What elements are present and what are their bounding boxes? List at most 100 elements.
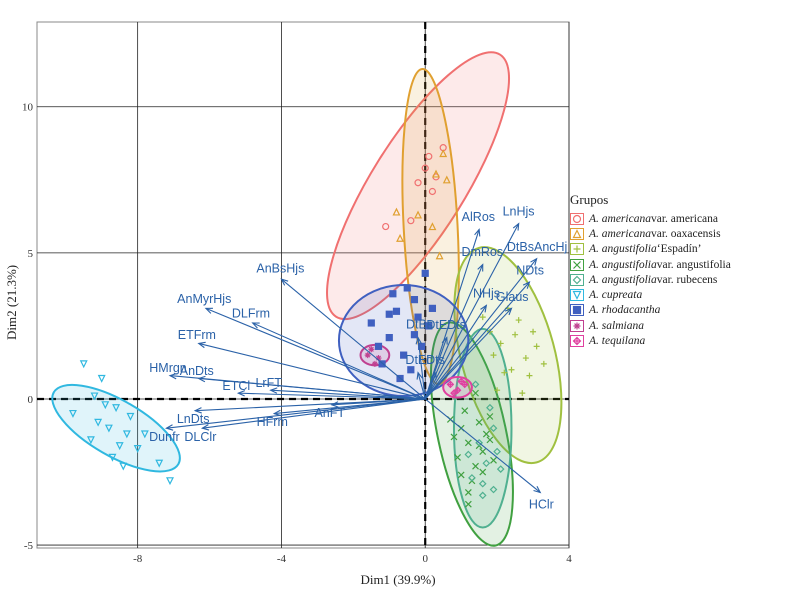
variable-arrow xyxy=(166,398,426,429)
data-point xyxy=(501,369,508,376)
data-point xyxy=(368,346,375,353)
data-point xyxy=(403,284,411,292)
legend-species: A. americana xyxy=(589,227,651,240)
arrow-head xyxy=(480,304,488,313)
variable-arrow xyxy=(252,322,426,400)
data-point xyxy=(486,413,494,420)
data-point xyxy=(486,403,494,412)
data-point xyxy=(482,459,491,468)
data-point xyxy=(515,317,522,324)
legend-species: A. angustifolia xyxy=(589,273,657,286)
data-point xyxy=(166,477,174,486)
variable-label: AlRos xyxy=(462,210,495,224)
data-point xyxy=(407,217,415,225)
data-point xyxy=(367,319,375,327)
legend-item: A. angustifolia var. rubecens xyxy=(570,272,731,287)
legend-item: A. americana var. americana xyxy=(570,211,731,226)
arrow-head xyxy=(165,424,174,431)
variable-label: AnMyrHjs xyxy=(177,292,231,306)
arrow-head xyxy=(416,371,423,380)
legend-species: A. angustifolia xyxy=(589,258,657,271)
variable-label: ETFrm xyxy=(178,328,216,342)
data-point xyxy=(479,448,487,455)
data-point xyxy=(471,380,480,389)
data-point xyxy=(382,222,390,231)
legend-marker xyxy=(572,214,582,223)
legend-marker-icon xyxy=(570,273,584,286)
data-point xyxy=(512,331,519,338)
legend-key-box xyxy=(570,289,584,302)
arrow-head xyxy=(168,372,177,380)
legend-species: A. salmiana xyxy=(589,319,644,332)
legend-marker-icon xyxy=(570,227,584,240)
data-point xyxy=(428,304,437,312)
variable-label: HFrm xyxy=(257,415,288,429)
variable-label: DtEDts xyxy=(426,318,466,332)
variable-arrow xyxy=(202,398,426,429)
data-point xyxy=(86,436,95,445)
legend-marker xyxy=(573,260,581,269)
data-point xyxy=(392,207,401,216)
data-point xyxy=(133,445,142,453)
arrow-head xyxy=(197,375,206,383)
data-point xyxy=(461,407,469,415)
data-point xyxy=(421,164,429,172)
legend-marker-icon xyxy=(570,304,584,317)
arrow-head xyxy=(533,486,542,494)
legend-marker-icon xyxy=(570,289,584,302)
variable-arrow xyxy=(198,342,426,400)
data-point xyxy=(454,453,461,461)
group-ellipse xyxy=(453,246,563,465)
x-tick-label: 4 xyxy=(566,553,572,565)
data-point xyxy=(464,439,472,447)
variable-label: ETCl xyxy=(222,379,250,393)
data-point xyxy=(530,328,537,335)
variable-arrow xyxy=(424,372,437,400)
legend-key-box xyxy=(570,258,584,271)
legend-marker-icon xyxy=(570,212,584,225)
legend-species: A. cupreata xyxy=(589,289,643,302)
data-point xyxy=(540,360,547,367)
legend-species: A. americana xyxy=(589,212,651,225)
variable-arrow xyxy=(238,392,426,400)
legend-key-box xyxy=(570,243,584,256)
arrow-head xyxy=(193,407,202,414)
data-point xyxy=(400,351,408,359)
variable-label: LnHjs xyxy=(503,204,535,218)
data-point xyxy=(414,210,422,219)
data-point xyxy=(494,387,501,394)
data-point xyxy=(472,389,479,397)
variable-arrow xyxy=(198,377,426,400)
legend-variety: var. angustifolia xyxy=(656,258,731,271)
arrow-head xyxy=(430,371,437,380)
data-point xyxy=(533,343,540,350)
data-point xyxy=(385,310,393,318)
data-point xyxy=(410,331,419,339)
arrow-head xyxy=(330,401,339,408)
data-point xyxy=(126,412,135,421)
legend-variety: ‘Espadín’ xyxy=(656,243,702,256)
data-point xyxy=(364,352,371,359)
arrow-head xyxy=(522,281,531,289)
data-point xyxy=(490,352,497,359)
variable-label: LrFT xyxy=(255,376,282,390)
legend-key-box xyxy=(570,212,584,225)
data-point xyxy=(115,442,124,451)
data-point xyxy=(410,296,419,304)
data-point xyxy=(428,222,437,231)
group-ellipses xyxy=(51,51,563,547)
variable-label: AnFT xyxy=(314,406,345,420)
data-point xyxy=(478,479,487,488)
data-point xyxy=(464,500,472,508)
legend-species: A. angustifolia xyxy=(589,243,657,256)
variable-label: Dts xyxy=(426,353,445,367)
data-point xyxy=(478,491,487,500)
variable-label: AnBsHjs xyxy=(256,261,304,275)
x-tick-label: 0 xyxy=(422,553,428,565)
data-point xyxy=(392,307,401,315)
data-point xyxy=(101,401,110,410)
data-point xyxy=(140,430,149,439)
data-point xyxy=(385,334,393,342)
legend-key-box xyxy=(570,273,584,286)
